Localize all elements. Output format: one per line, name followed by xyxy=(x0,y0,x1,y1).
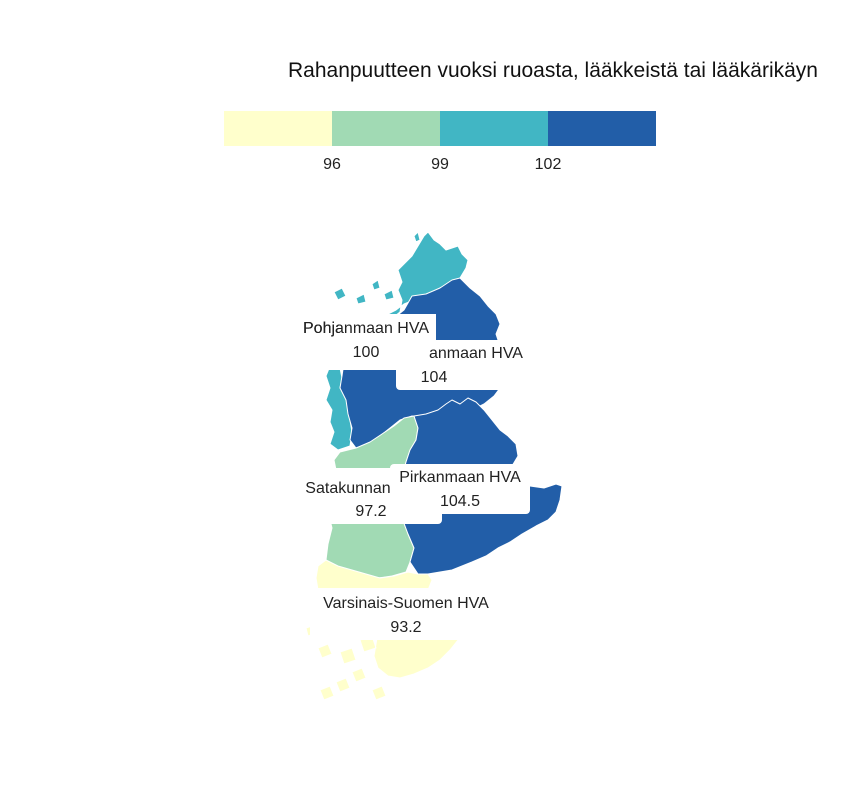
legend: 96 99 102 xyxy=(224,111,656,173)
label-pirkanmaa-name: Pirkanmaan HVA xyxy=(399,469,521,486)
label-varsinais-suomi: Varsinais-Suomen HVA 93.2 xyxy=(310,588,504,640)
label-pirkanmaa-value: 104.5 xyxy=(440,493,480,510)
legend-break-2: 99 xyxy=(431,156,449,173)
legend-swatch-1 xyxy=(224,111,332,146)
label-etela-pohjanmaa-value: 104 xyxy=(421,369,448,386)
label-pohjanmaa-name-top: Pohjanmaan HVA xyxy=(303,320,429,337)
region-pohjanmaa-islands xyxy=(333,231,421,305)
label-etela-pohjanmaa: anmaan HVA 104 xyxy=(396,340,532,390)
map-title: Rahanpuutteen vuoksi ruoasta, lääkkeistä… xyxy=(288,59,818,82)
label-pirkanmaa: Pirkanmaan HVA 104.5 xyxy=(390,464,530,514)
label-satakunta-name: Satakunnan xyxy=(305,480,390,497)
label-varsinais-suomi-value: 93.2 xyxy=(390,619,421,636)
legend-break-3: 102 xyxy=(535,156,562,173)
legend-swatch-3 xyxy=(440,111,548,146)
label-satakunta-value: 97.2 xyxy=(355,503,386,520)
legend-swatch-4 xyxy=(548,111,656,146)
label-pohjanmaa-value: 100 xyxy=(353,344,380,361)
legend-break-1: 96 xyxy=(323,156,341,173)
legend-swatch-2 xyxy=(332,111,440,146)
label-etela-pohjanmaa-name: anmaan HVA xyxy=(429,345,523,362)
label-varsinais-suomi-name: Varsinais-Suomen HVA xyxy=(323,595,489,612)
region-labels: Pohjanmaan HVA 100 anmaan HVA 104 Pohjan… xyxy=(296,314,532,640)
